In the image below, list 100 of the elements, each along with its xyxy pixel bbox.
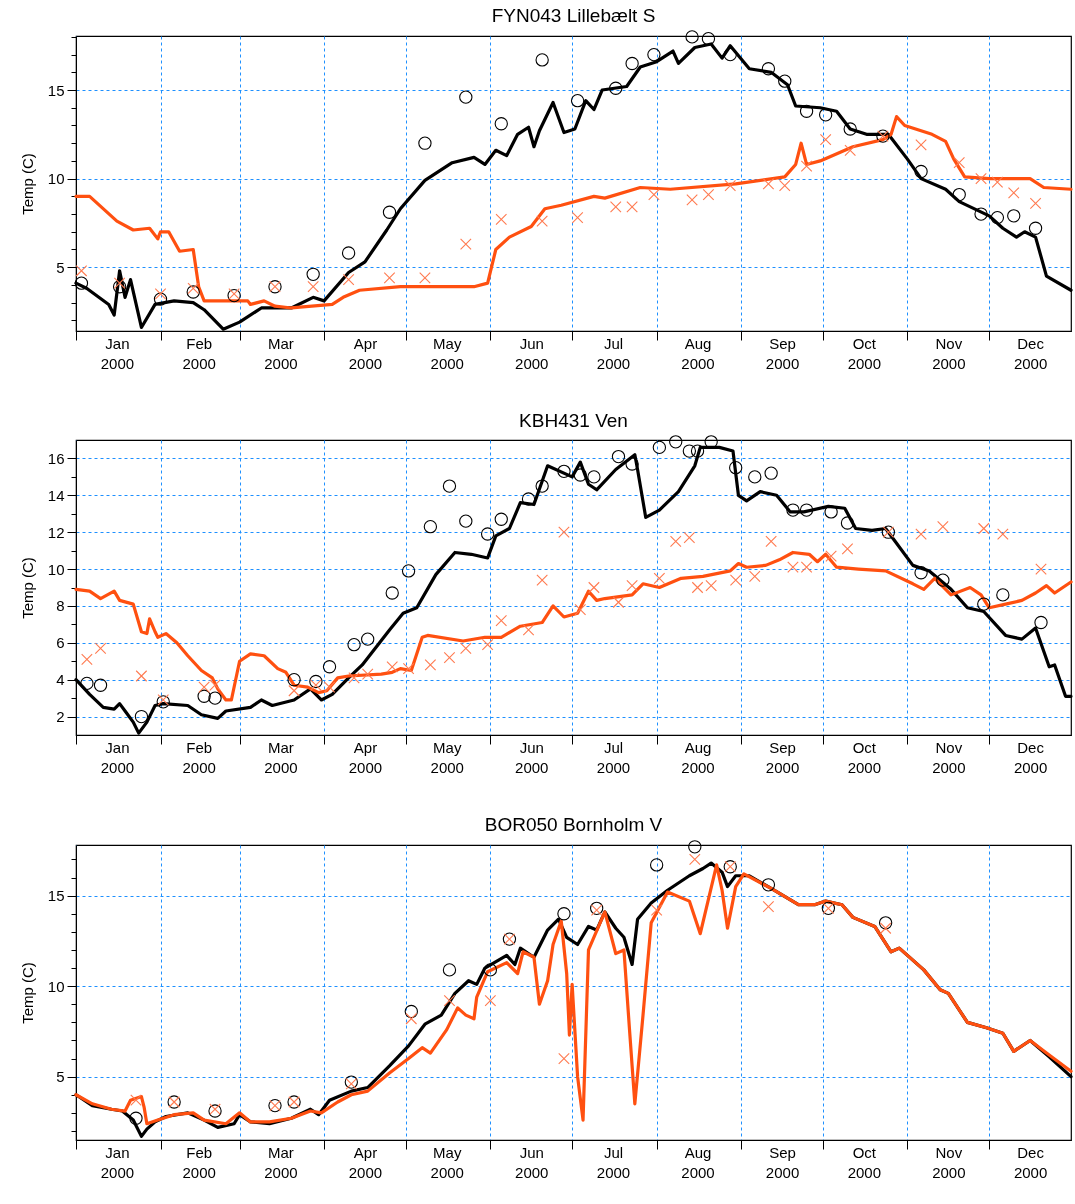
point <box>536 215 548 227</box>
point <box>557 907 571 921</box>
point <box>952 187 966 202</box>
point <box>914 164 928 179</box>
point <box>977 522 990 535</box>
x-tick-label: Mar 2000 <box>264 334 298 372</box>
y-tick-label: 4 <box>56 671 65 689</box>
point <box>748 470 762 484</box>
chart-title: FYN043 Lillebælt S <box>491 4 656 26</box>
x-tick-label: Jul 2000 <box>596 738 631 776</box>
point <box>361 668 374 680</box>
point <box>915 528 927 540</box>
x-tick-label: Dec 2000 <box>1013 334 1048 372</box>
point <box>764 466 778 480</box>
point <box>682 444 697 458</box>
y-tick-label: 10 <box>47 977 65 995</box>
x-tick-label: Oct 2000 <box>847 738 882 776</box>
point <box>570 94 585 108</box>
point <box>1029 197 1042 210</box>
x-tick-label: Dec 2000 <box>1013 738 1048 776</box>
point <box>521 492 536 506</box>
x-tick-label: Feb 2000 <box>182 738 216 776</box>
point <box>522 624 535 636</box>
point <box>383 272 396 284</box>
point <box>626 201 638 213</box>
point <box>208 691 222 705</box>
x-tick-label: Apr 2000 <box>348 1143 383 1181</box>
point <box>990 210 1005 225</box>
point <box>401 564 416 578</box>
x-tick-label: May 2000 <box>430 1143 464 1181</box>
point <box>626 579 638 592</box>
point <box>625 56 639 71</box>
x-tick-label: Jan 2000 <box>100 1143 135 1181</box>
point <box>977 597 991 611</box>
y-tick-label: 15 <box>47 887 65 905</box>
point <box>134 709 149 724</box>
point <box>130 1094 142 1106</box>
point <box>81 653 93 666</box>
point <box>442 963 457 977</box>
x-tick-label: Dec 2000 <box>1013 1143 1048 1181</box>
point <box>481 638 494 651</box>
point <box>94 642 107 655</box>
point <box>611 449 626 464</box>
point <box>915 139 927 151</box>
point <box>914 566 928 580</box>
point <box>287 673 301 687</box>
point <box>765 535 777 548</box>
point <box>348 672 360 684</box>
point <box>459 514 473 528</box>
point <box>361 632 375 646</box>
y-tick-label: 16 <box>47 449 65 467</box>
point <box>75 264 88 277</box>
point <box>443 994 456 1007</box>
point <box>689 853 701 866</box>
point <box>878 916 893 930</box>
x-tick-label: Feb 2000 <box>182 334 216 372</box>
x-tick-label: Sep 2000 <box>765 334 800 372</box>
point <box>74 276 89 290</box>
point <box>112 280 127 294</box>
point <box>975 172 987 185</box>
x-tick-label: Jun 2000 <box>515 334 549 372</box>
point <box>787 561 799 574</box>
point <box>701 31 716 46</box>
point <box>778 74 792 88</box>
x-tick-label: Jun 2000 <box>515 1143 549 1181</box>
point <box>691 581 704 594</box>
point <box>342 273 355 286</box>
point <box>685 30 699 44</box>
point <box>494 512 508 526</box>
point <box>609 81 623 95</box>
point <box>310 679 322 692</box>
point <box>288 684 300 697</box>
point <box>307 280 319 293</box>
y-tick-label: 5 <box>56 1068 65 1086</box>
x-tick-label: Nov 2000 <box>932 334 966 372</box>
line-series <box>74 115 1073 310</box>
point <box>762 178 775 190</box>
point <box>996 588 1010 602</box>
point <box>405 1012 418 1025</box>
point <box>459 90 473 104</box>
point <box>748 570 761 583</box>
point <box>705 579 717 592</box>
x-tick-label: Oct 2000 <box>847 334 882 372</box>
point <box>953 156 966 169</box>
point <box>382 205 397 219</box>
point <box>483 963 498 977</box>
y-tick-label: 10 <box>47 560 65 578</box>
point <box>484 994 497 1007</box>
point <box>386 660 399 673</box>
point <box>209 679 221 692</box>
point <box>535 53 549 67</box>
x-tick-label: May 2000 <box>430 738 464 776</box>
y-tick-label: 10 <box>47 170 65 188</box>
point <box>309 674 323 689</box>
x-tick-label: Jan 2000 <box>100 334 135 372</box>
point <box>778 179 791 192</box>
point <box>669 535 682 548</box>
x-tick-label: Oct 2000 <box>847 1143 882 1181</box>
x-tick-label: May 2000 <box>430 334 464 372</box>
point <box>843 122 857 136</box>
